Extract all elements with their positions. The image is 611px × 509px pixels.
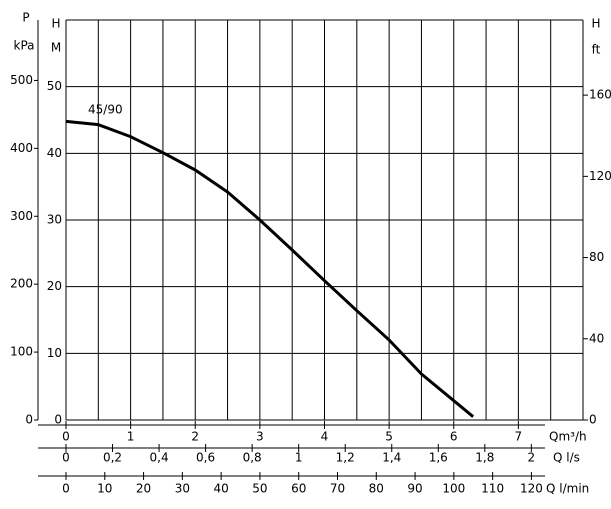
x2-tick-label: 1,8 xyxy=(475,451,494,465)
p-tick-label: 100 xyxy=(10,345,33,359)
y2-axis-label: H xyxy=(591,17,600,31)
y-tick-label: 10 xyxy=(47,346,62,360)
y2-tick-label: 160 xyxy=(589,88,611,102)
x2-axis-label: Q l/s xyxy=(553,451,580,465)
x3-tick-label: 110 xyxy=(481,482,504,496)
p-tick-label: 0 xyxy=(25,413,33,427)
y2-tick-label: 80 xyxy=(589,250,604,264)
x2-tick-label: 0,6 xyxy=(196,451,215,465)
x3-tick-label: 30 xyxy=(175,482,190,496)
y-tick-label: 40 xyxy=(47,146,62,160)
y2-axis-unit: ft xyxy=(592,43,601,57)
p-tick-label: 500 xyxy=(10,73,33,87)
x3-tick-label: 60 xyxy=(291,482,306,496)
x2-tick-label: 1,4 xyxy=(382,451,401,465)
x3-tick-label: 90 xyxy=(407,482,422,496)
x2-tick-label: 0,8 xyxy=(243,451,262,465)
x-tick-label: 4 xyxy=(321,430,329,444)
y2-tick-label: 40 xyxy=(589,331,604,345)
y-tick-label: 0 xyxy=(54,413,62,427)
x-tick-label: 6 xyxy=(450,430,458,444)
y-tick-label: 30 xyxy=(47,213,62,227)
p-axis-label: P xyxy=(22,11,29,25)
y-tick-label: 20 xyxy=(47,279,62,293)
x3-tick-label: 20 xyxy=(136,482,151,496)
p-axis-unit: kPa xyxy=(14,39,35,53)
p-tick-label: 300 xyxy=(10,209,33,223)
p-tick-label: 400 xyxy=(10,141,33,155)
x3-tick-label: 70 xyxy=(330,482,345,496)
p-tick-label: 200 xyxy=(10,277,33,291)
x2-tick-label: 1,2 xyxy=(336,451,355,465)
x2-tick-label: 0 xyxy=(62,451,70,465)
y-axis-label: H xyxy=(51,17,60,31)
x-tick-label: 0 xyxy=(62,430,70,444)
x3-tick-label: 40 xyxy=(213,482,228,496)
x2-tick-label: 0,4 xyxy=(150,451,169,465)
x3-tick-label: 10 xyxy=(97,482,112,496)
x3-axis-label: Q l/min xyxy=(546,482,589,496)
x2-tick-label: 1,6 xyxy=(429,451,448,465)
x3-tick-label: 120 xyxy=(520,482,543,496)
x2-tick-label: 0,2 xyxy=(103,451,122,465)
x-tick-label: 7 xyxy=(515,430,523,444)
x-tick-label: 5 xyxy=(385,430,393,444)
x3-tick-label: 80 xyxy=(369,482,384,496)
x2-tick-label: 1 xyxy=(295,451,303,465)
x-tick-label: 2 xyxy=(191,430,199,444)
y-tick-label: 50 xyxy=(47,79,62,93)
series-label: 45/90 xyxy=(88,103,123,117)
pump-curve xyxy=(65,119,475,418)
y2-tick-label: 0 xyxy=(589,413,597,427)
x-tick-label: 1 xyxy=(127,430,135,444)
x-tick-label: 3 xyxy=(256,430,264,444)
x3-tick-label: 50 xyxy=(252,482,267,496)
y2-tick-label: 120 xyxy=(589,169,611,183)
x3-tick-label: 100 xyxy=(442,482,465,496)
x-axis-label: Qm³/h xyxy=(549,430,587,444)
x3-tick-label: 0 xyxy=(62,482,70,496)
y-axis-unit: M xyxy=(51,41,61,55)
x2-tick-label: 2 xyxy=(528,451,536,465)
